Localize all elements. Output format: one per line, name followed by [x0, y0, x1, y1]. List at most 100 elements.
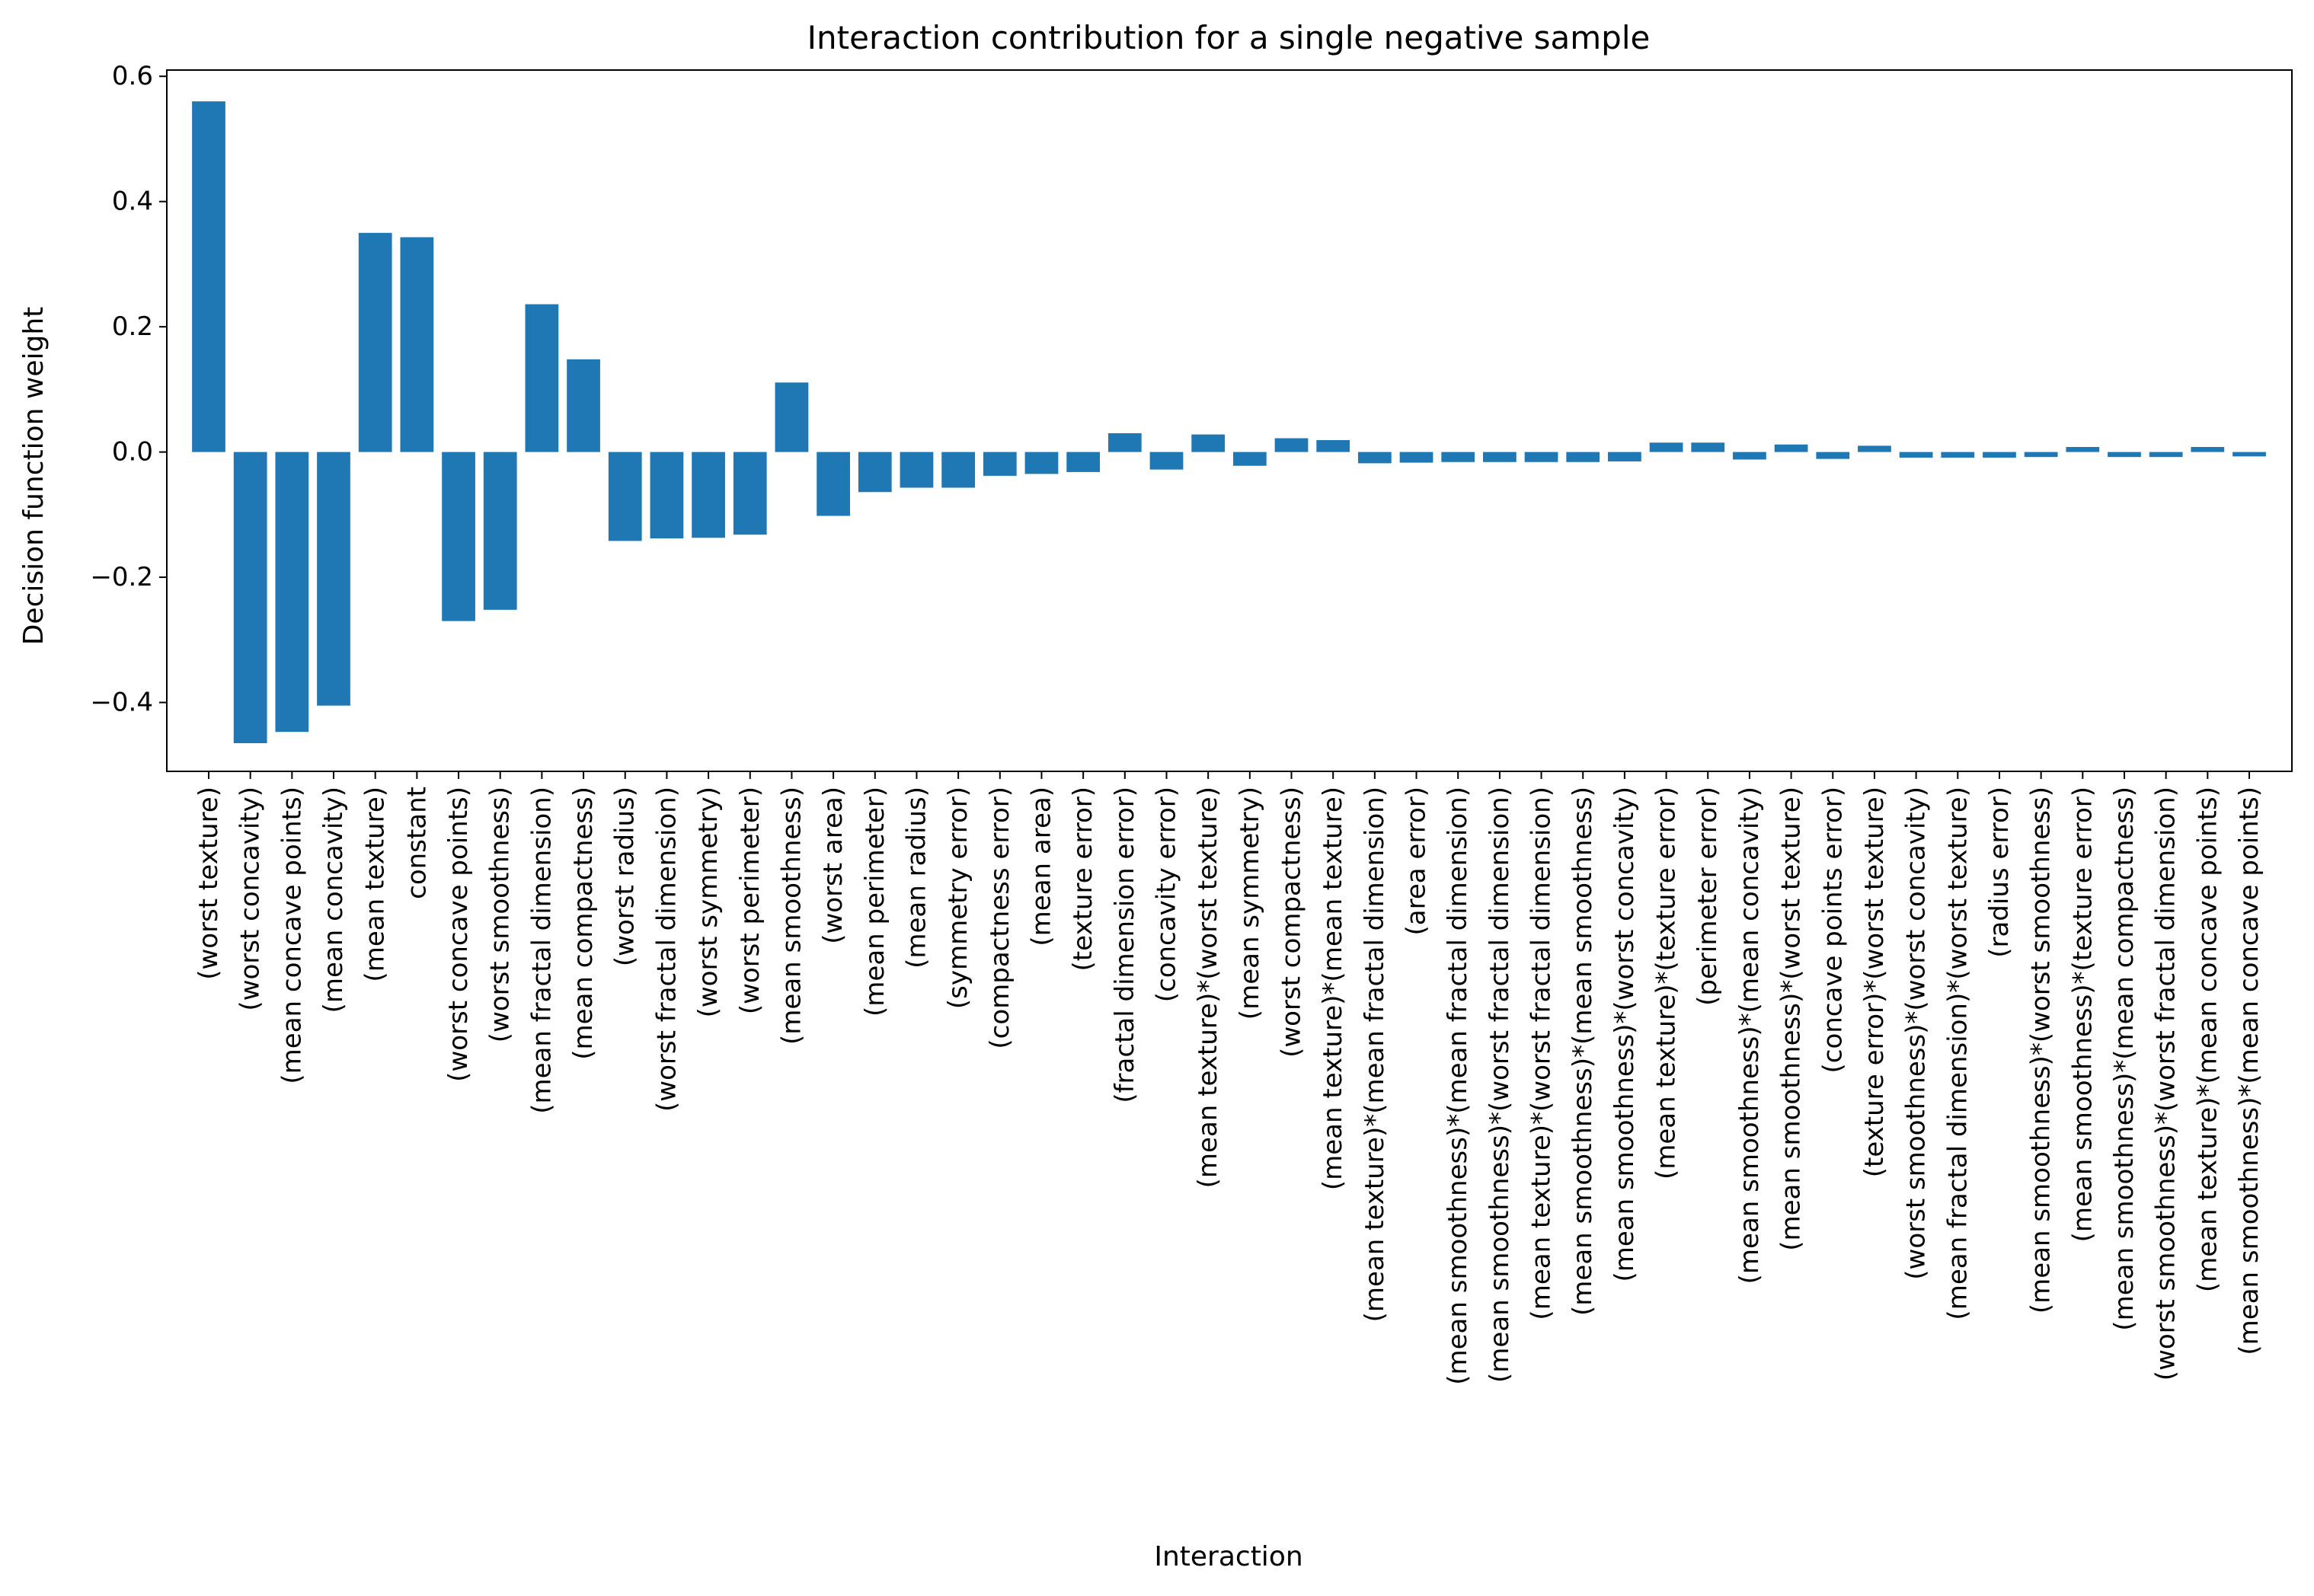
x-tick-label: (concave points error) [1817, 787, 1848, 1074]
bar [1733, 452, 1766, 460]
bar [1649, 442, 1683, 452]
chart-title: Interaction contribution for a single ne… [807, 19, 1651, 56]
bar [1566, 452, 1600, 462]
bar [1441, 452, 1475, 462]
bar [1024, 452, 1059, 474]
x-tick-label: (worst smoothness) [485, 787, 516, 1042]
x-tick-label: (mean smoothness)*(mean concavity) [1734, 787, 1765, 1284]
bar [650, 452, 684, 539]
bar [1691, 442, 1725, 452]
x-tick-label: (mean texture)*(mean concave points) [2192, 787, 2223, 1292]
bar [1983, 452, 2016, 458]
plot-frame [166, 69, 2293, 772]
x-tick-label: (mean smoothness)*(texture error) [2067, 787, 2098, 1242]
bar [483, 452, 517, 610]
x-tick-label: (mean smoothness)*(mean concave points) [2234, 787, 2264, 1355]
bar [1524, 452, 1558, 462]
bar [1483, 452, 1517, 462]
bar [733, 452, 767, 535]
bar [692, 452, 725, 538]
x-tick-label: (mean symmetry) [1235, 787, 1265, 1020]
bar [1399, 452, 1433, 463]
bar [1858, 445, 1891, 452]
x-tick-label: (worst perimeter) [735, 787, 765, 1014]
x-tick-label: (mean smoothness) [776, 787, 807, 1045]
bar [1232, 452, 1267, 466]
x-tick-label: (mean texture)*(texture error) [1651, 787, 1682, 1179]
x-tick-label: (fractal dimension error) [1110, 787, 1140, 1103]
bar [941, 452, 975, 488]
bar [2108, 452, 2141, 458]
bar [1941, 452, 1975, 458]
bar [1608, 452, 1641, 461]
x-tick-label: (worst concave points) [443, 787, 474, 1082]
x-axis-title: Interaction [1154, 1541, 1302, 1572]
bar [233, 452, 267, 743]
x-tick-label: (mean area) [1026, 787, 1056, 946]
bar [275, 452, 309, 733]
x-tick-label: (mean texture)*(worst fractal dimension) [1526, 787, 1557, 1320]
bar [900, 452, 934, 488]
x-tick-label: (worst concavity) [235, 787, 266, 1011]
x-tick-label: (concavity error) [1151, 787, 1181, 1002]
y-tick-label: 0.6 [112, 61, 153, 91]
x-tick-label: (mean texture)*(mean texture) [1318, 787, 1348, 1190]
bar [817, 452, 850, 516]
x-tick-label: (mean smoothness)*(mean compactness) [2109, 787, 2140, 1331]
x-tick-label: (mean fractal dimension)*(worst texture) [1942, 787, 1973, 1320]
bar [1066, 452, 1101, 472]
bar [858, 452, 892, 493]
x-tick-label: (mean concave points) [276, 787, 307, 1084]
bar [1816, 452, 1850, 459]
bar [983, 452, 1017, 476]
x-tick-label: (texture error)*(worst texture) [1859, 787, 1890, 1177]
y-tick-label: −0.4 [90, 688, 153, 718]
bar [1899, 452, 1933, 458]
bar [2191, 447, 2225, 452]
bar [1107, 433, 1142, 452]
y-tick-label: 0.0 [112, 437, 153, 468]
bar [567, 359, 600, 452]
x-tick-label: (radius error) [1984, 787, 2015, 958]
bar [525, 304, 559, 452]
bar [1316, 439, 1350, 452]
x-tick-label: (mean texture) [360, 787, 391, 982]
x-tick-label: (mean concavity) [318, 787, 349, 1013]
x-tick-label: (worst smoothness)*(worst fractal dimens… [2151, 787, 2181, 1381]
x-tick-label: (mean smoothness)*(mean smoothness) [1568, 787, 1598, 1316]
bar [400, 237, 434, 452]
bars-layer [192, 101, 2266, 743]
x-tick-label: constant [401, 787, 432, 899]
x-tick-label: (symmetry error) [943, 787, 973, 1009]
bar [192, 101, 225, 452]
bar [1774, 444, 1808, 452]
x-tick-label: (mean texture)*(mean fractal dimension) [1360, 787, 1390, 1322]
x-tick-label: (mean smoothness)*(mean fractal dimensio… [1443, 787, 1473, 1385]
bar [2024, 452, 2058, 458]
bar [1274, 438, 1309, 452]
bar [1357, 452, 1392, 464]
x-tick-label: (area error) [1402, 787, 1432, 935]
x-tick-label: (mean perimeter) [860, 787, 890, 1017]
x-tick-label: (worst compactness) [1277, 787, 1307, 1058]
x-tick-label: (worst fractal dimension) [651, 787, 682, 1112]
x-tick-label: (mean compactness) [568, 787, 599, 1060]
x-tick-label: (mean smoothness)*(worst fractal dimensi… [1485, 787, 1515, 1383]
x-tick-label: (mean texture)*(worst texture) [1193, 787, 1223, 1188]
y-tick-label: 0.4 [112, 187, 153, 217]
x-tick-label: (worst texture) [193, 787, 224, 980]
x-tick-label: (mean radius) [901, 787, 932, 969]
bar [2232, 452, 2266, 457]
x-tick-label: (perimeter error) [1692, 787, 1723, 1006]
x-tick-label: (worst area) [818, 787, 849, 944]
x-axis: (worst texture) (worst concavity) (mean co… [193, 771, 2264, 1385]
bar [608, 452, 642, 541]
x-tick-label: (worst radius) [610, 787, 641, 966]
bar [1191, 434, 1226, 452]
bar [358, 232, 392, 452]
bar [2149, 452, 2183, 458]
x-tick-label: (compactness error) [985, 787, 1015, 1049]
x-tick-label: (worst smoothness)*(worst concavity) [1901, 787, 1932, 1280]
